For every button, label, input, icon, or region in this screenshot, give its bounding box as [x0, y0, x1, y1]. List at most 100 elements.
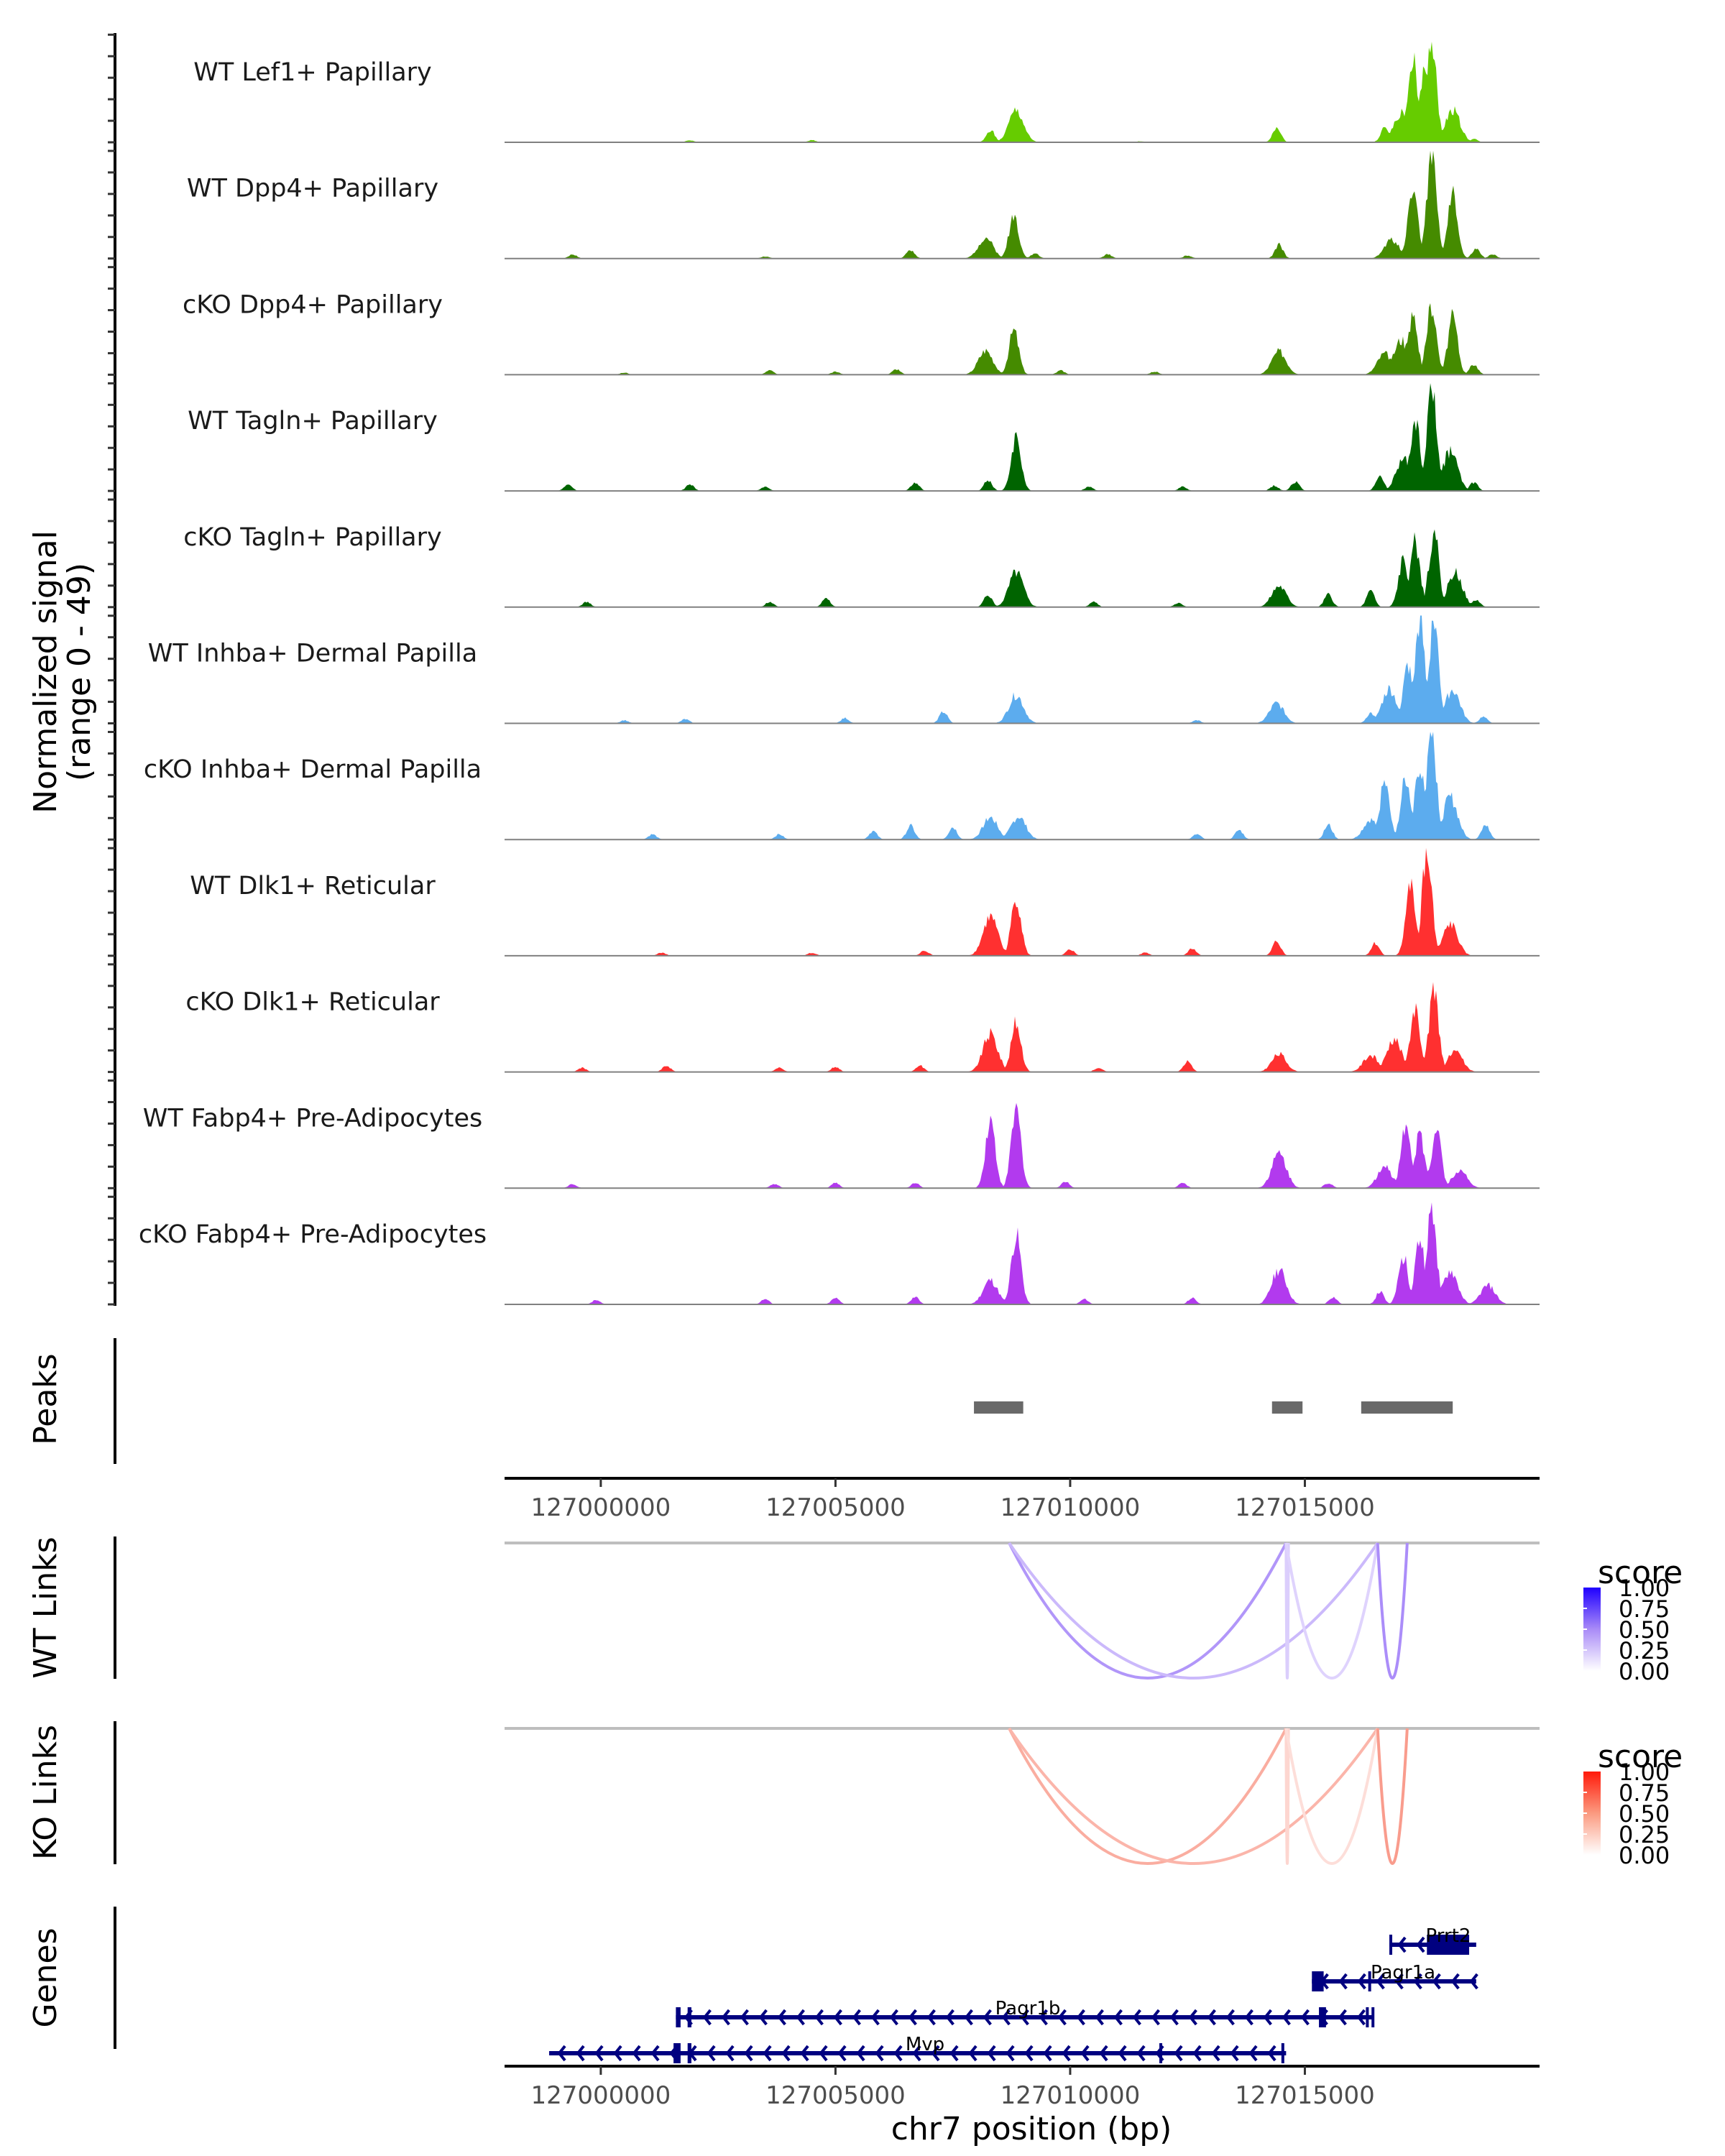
strand-arrow-icon: [721, 2009, 730, 2026]
strand-arrow-icon: [945, 2009, 954, 2026]
strand-arrow-icon: [1192, 2045, 1202, 2062]
coverage-area: [505, 303, 1540, 375]
coverage-track: cKO Tagln+ Papillary: [183, 523, 1540, 608]
strand-arrow-icon: [1338, 2009, 1347, 2026]
strand-arrow-icon: [819, 2045, 828, 2062]
strand-arrow-icon: [707, 2045, 716, 2062]
gene-label: Pagr1b: [995, 1998, 1061, 2019]
strand-arrow-icon: [968, 2045, 978, 2062]
gene-label: Prrt2: [1426, 1925, 1471, 1947]
gene-model: Pagr1b: [676, 1998, 1375, 2027]
coverage-track-label: WT Fabp4+ Pre-Adipocytes: [143, 1104, 482, 1133]
strand-arrow-icon: [1113, 2009, 1123, 2026]
x-tick-label: 127000000: [531, 2081, 671, 2110]
gene-exon: [676, 2007, 681, 2027]
strand-arrow-icon: [796, 2009, 805, 2026]
strand-arrow-icon: [833, 2009, 842, 2026]
coverage-track-label: cKO Fabp4+ Pre-Adipocytes: [139, 1220, 487, 1249]
gene-exon: [1368, 1971, 1371, 1991]
wt-links-track-label: WT Links: [27, 1537, 64, 1678]
coverage-track: WT Inhba+ Dermal Papilla: [148, 615, 1540, 724]
x-axis-top: 127000000 127005000 127010000 127015000: [505, 1477, 1540, 1522]
strand-arrow-icon: [1248, 2045, 1258, 2062]
coverage-area: [505, 42, 1540, 142]
strand-arrow-icon: [1169, 2009, 1179, 2026]
strand-arrow-icon: [1043, 2045, 1052, 2062]
strand-arrow-icon: [650, 2045, 660, 2062]
strand-arrow-icon: [1413, 1973, 1422, 1990]
strand-arrow-icon: [1211, 2045, 1220, 2062]
strand-arrow-icon: [870, 2009, 880, 2026]
coverage-y-axis: [108, 33, 116, 1306]
gene-exon: [1159, 2043, 1163, 2063]
coverage-track-label: cKO Tagln+ Papillary: [183, 523, 442, 552]
coverage-track: WT Lef1+ Papillary: [193, 42, 1540, 143]
gene-exon: [1389, 1935, 1393, 1955]
ko-links-track: KO Links: [27, 1721, 1540, 1865]
y-axis-title: Normalized signal (range 0 - 49): [27, 530, 98, 814]
gene-exon: [1366, 2007, 1369, 2027]
strand-arrow-icon: [744, 2045, 753, 2062]
strand-arrow-icon: [1397, 1936, 1407, 1953]
ko-legend-title: score: [1598, 1738, 1683, 1775]
coverage-track-label: WT Dpp4+ Papillary: [187, 175, 438, 203]
strand-arrow-icon: [758, 2009, 768, 2026]
coverage-track-label: WT Lef1+ Papillary: [193, 58, 432, 87]
gene-label: Pagr1a: [1371, 1962, 1435, 1984]
strand-arrow-icon: [1225, 2009, 1235, 2026]
gene-model: Prrt2: [1389, 1925, 1476, 1955]
coverage-track-label: cKO Dpp4+ Papillary: [183, 290, 443, 319]
wt-links-track: WT Links: [27, 1537, 1540, 1680]
legend-tick-label: 1.00: [1619, 1575, 1670, 1602]
link-arc: [1008, 1728, 1288, 1865]
peaks-track-label: Peaks: [27, 1353, 64, 1445]
link-arc: [1008, 1542, 1288, 1680]
strand-arrow-icon: [1080, 2045, 1090, 2062]
link-arc: [1376, 1542, 1409, 1680]
coverage-track: cKO Dpp4+ Papillary: [183, 290, 1540, 376]
gene-exon: [673, 2043, 681, 2063]
strand-arrow-icon: [1282, 2009, 1291, 2026]
peak-region: [1271, 1401, 1303, 1414]
strand-arrow-icon: [852, 2009, 861, 2026]
coverage-area: [505, 529, 1540, 607]
strand-arrow-icon: [725, 2045, 735, 2062]
strand-arrow-icon: [702, 2009, 712, 2026]
coverage-area: [505, 1102, 1540, 1189]
strand-arrow-icon: [1394, 1973, 1404, 1990]
strand-arrow-icon: [908, 2009, 917, 2026]
x-tick-label: 127005000: [765, 1493, 906, 1522]
link-arc: [1376, 1728, 1409, 1865]
strand-arrow-icon: [1416, 1936, 1425, 1953]
strand-arrow-icon: [1136, 2045, 1146, 2062]
genes-track-label: Genes: [27, 1927, 64, 2027]
x-axis-bottom: 127000000 127005000 127010000 127015000: [505, 2065, 1540, 2110]
strand-arrow-icon: [912, 2045, 921, 2062]
coverage-area: [505, 150, 1540, 259]
strand-arrow-icon: [837, 2045, 847, 2062]
coverage-track: WT Dlk1+ Reticular: [190, 847, 1540, 957]
ko-links-legend: score 1.000.750.500.250.00: [1583, 1738, 1683, 1869]
coverage-area: [505, 383, 1540, 492]
strand-arrow-icon: [1057, 2009, 1067, 2026]
coverage-track-label: WT Inhba+ Dermal Papilla: [148, 640, 477, 668]
genes-track: Genes Prrt2 Pagr1a Pagr1b Mvp: [27, 1907, 1478, 2063]
gene-model: Mvp: [549, 2034, 1287, 2063]
coverage-track-label: WT Dlk1+ Reticular: [190, 872, 436, 900]
gene-label: Mvp: [906, 2034, 944, 2055]
gene-exon: [1281, 2043, 1284, 2063]
wt-links-legend: score 1.000.750.500.250.00: [1583, 1554, 1683, 1685]
y-axis-title-line2: (range 0 - 49): [61, 563, 98, 781]
strand-arrow-icon: [1001, 2009, 1011, 2026]
gene-exon: [1371, 2007, 1375, 2027]
x-tick-label: 127015000: [1235, 2081, 1375, 2110]
legend-tick-label: 0.00: [1619, 1842, 1670, 1869]
x-axis-title: chr7 position (bp): [891, 2111, 1172, 2147]
gene-exon: [1427, 1935, 1470, 1955]
strand-arrow-icon: [1432, 1973, 1441, 1990]
strand-arrow-icon: [1450, 1973, 1460, 1990]
strand-arrow-icon: [740, 2009, 749, 2026]
strand-arrow-icon: [983, 2009, 992, 2026]
legend-tick-label: 0.50: [1619, 1616, 1670, 1644]
